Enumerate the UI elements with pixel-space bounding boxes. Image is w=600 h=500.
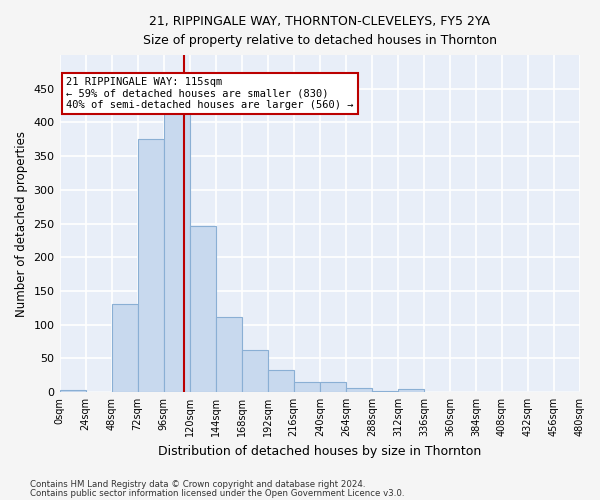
Text: Contains public sector information licensed under the Open Government Licence v3: Contains public sector information licen… [30, 488, 404, 498]
Bar [294, 382, 320, 392]
Bar [398, 388, 424, 392]
Text: 21 RIPPINGALE WAY: 115sqm
← 59% of detached houses are smaller (830)
40% of semi: 21 RIPPINGALE WAY: 115sqm ← 59% of detac… [66, 76, 353, 110]
Bar [242, 350, 268, 392]
Bar [372, 390, 398, 392]
Bar [112, 304, 137, 392]
Bar [320, 382, 346, 392]
Bar [190, 226, 215, 392]
Text: Contains HM Land Registry data © Crown copyright and database right 2024.: Contains HM Land Registry data © Crown c… [30, 480, 365, 489]
Bar [346, 388, 372, 392]
Bar [215, 318, 242, 392]
Bar [59, 390, 86, 392]
Title: 21, RIPPINGALE WAY, THORNTON-CLEVELEYS, FY5 2YA
Size of property relative to det: 21, RIPPINGALE WAY, THORNTON-CLEVELEYS, … [143, 15, 497, 47]
Bar [137, 140, 164, 392]
Bar [268, 370, 294, 392]
Y-axis label: Number of detached properties: Number of detached properties [15, 130, 28, 316]
X-axis label: Distribution of detached houses by size in Thornton: Distribution of detached houses by size … [158, 444, 481, 458]
Bar [164, 112, 190, 392]
